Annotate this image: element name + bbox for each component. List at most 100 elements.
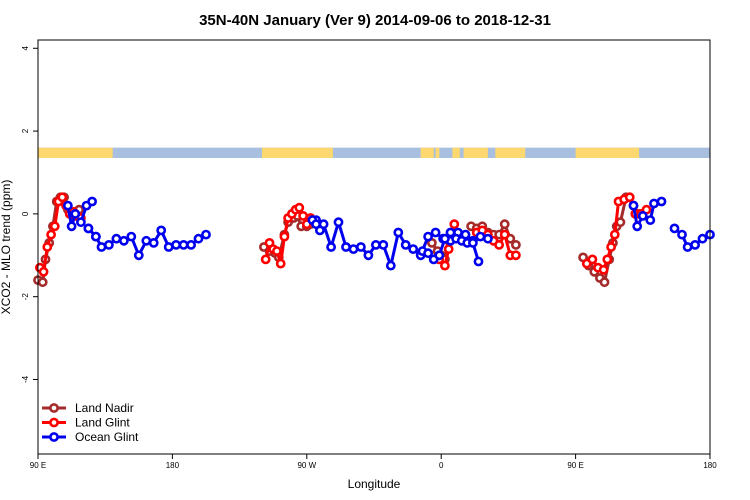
data-point (271, 246, 282, 256)
data-point (104, 239, 114, 250)
y-tick-label: 2 (21, 128, 30, 133)
data-point (628, 200, 639, 211)
data-point (482, 233, 493, 244)
y-axis-label: XCO2 - MLO trend (ppm) (0, 180, 13, 315)
data-point (333, 217, 344, 228)
ocean-band (38, 147, 710, 158)
legend-label: Land Glint (75, 416, 130, 430)
land-segment-2 (420, 147, 434, 158)
data-point (46, 229, 56, 240)
data-point (111, 233, 122, 244)
legend-item-land-nadir: Land Nadir (42, 401, 134, 415)
x-tick-label: 0 (439, 461, 444, 470)
legend-label: Land Nadir (75, 401, 134, 415)
legend-item-ocean-glint: Ocean Glint (42, 430, 139, 444)
x-axis: 90 E 180 90 W 0 90 E 180 (30, 454, 717, 470)
land-segment-4 (452, 147, 460, 158)
x-tick-label: 90 W (297, 461, 316, 470)
land-ocean-strip (38, 147, 710, 158)
data-point (434, 250, 445, 261)
data-point (677, 229, 687, 240)
x-tick-label: 90 E (30, 461, 46, 470)
land-segment-5 (463, 147, 488, 158)
data-point (38, 266, 49, 277)
data-point (156, 225, 167, 236)
data-point (378, 239, 389, 250)
y-tick-label: -2 (21, 293, 30, 301)
data-point (178, 239, 189, 250)
data-point (186, 239, 196, 250)
data-point (669, 223, 680, 234)
data-point (400, 239, 411, 250)
data-point (449, 219, 460, 230)
data-point (682, 242, 693, 252)
data-point (443, 244, 454, 254)
data-point (649, 198, 659, 209)
legend-swatch-marker (49, 417, 59, 428)
data-point (511, 239, 521, 250)
data-point (408, 244, 419, 254)
data-point (83, 223, 94, 234)
data-point (637, 210, 648, 221)
data-point (63, 200, 73, 211)
data-point (279, 231, 290, 242)
data-point (423, 231, 433, 242)
data-point (201, 229, 211, 240)
data-point (587, 254, 598, 265)
x-tick-label: 180 (166, 461, 180, 470)
data-point (645, 215, 656, 225)
chart-title: 35N-40N January (Ver 9) 2014-09-06 to 20… (199, 12, 551, 29)
data-point (430, 227, 441, 238)
land-segment-3 (435, 147, 440, 158)
data-point (126, 231, 137, 242)
data-point (599, 277, 610, 288)
x-axis-label: Longitude (348, 477, 401, 491)
legend-swatch-marker (49, 403, 59, 413)
data-point (624, 192, 635, 203)
data-point (341, 242, 351, 252)
data-point (42, 242, 53, 252)
legend-swatch-marker (49, 432, 59, 442)
data-point (606, 242, 616, 252)
legend-label: Ocean Glint (75, 430, 139, 444)
data-point (49, 221, 60, 232)
data-point (363, 250, 374, 261)
data-point (467, 237, 478, 248)
x-tick-label: 90 E (567, 461, 583, 470)
data-point (393, 227, 404, 238)
data-point (499, 229, 510, 240)
y-tick-label: -4 (21, 375, 30, 383)
data-point (475, 231, 486, 242)
data-point (66, 221, 77, 232)
y-tick-label: 4 (21, 46, 30, 51)
data-point (133, 250, 144, 261)
data-point (697, 233, 708, 244)
data-point (499, 219, 510, 230)
data-point (171, 239, 181, 250)
data-point (385, 260, 396, 271)
data-point (326, 242, 336, 252)
data-point (87, 196, 97, 207)
data-point (76, 217, 86, 228)
data-point (690, 239, 700, 250)
data-point (439, 233, 450, 244)
data-point (511, 250, 521, 261)
series-layer (33, 192, 715, 288)
data-point (598, 264, 609, 275)
data-point (91, 231, 101, 242)
data-point (148, 237, 159, 248)
data-point (609, 229, 620, 240)
data-point (57, 192, 68, 203)
data-point (260, 254, 271, 265)
data-point (314, 225, 325, 236)
land-segment-6 (495, 147, 526, 158)
data-point (275, 258, 286, 269)
data-point (193, 233, 204, 244)
data-point (494, 239, 504, 250)
data-point (294, 202, 305, 213)
data-point (656, 196, 667, 207)
land-segment-1 (262, 147, 333, 158)
data-point (602, 254, 613, 265)
